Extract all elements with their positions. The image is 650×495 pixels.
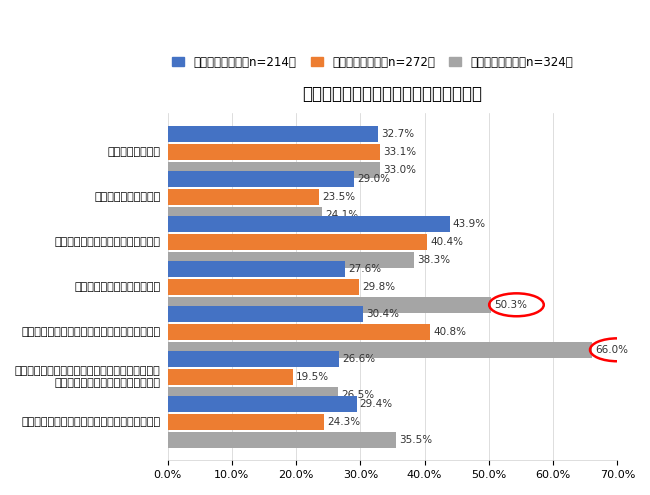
Bar xyxy=(168,432,396,448)
Bar xyxy=(168,189,318,205)
Text: 24.3%: 24.3% xyxy=(327,417,360,427)
Text: 43.9%: 43.9% xyxy=(453,219,486,229)
Bar xyxy=(168,350,339,367)
Title: 図１　学校の授業準備のための家庭学習: 図１ 学校の授業準備のための家庭学習 xyxy=(302,86,482,103)
Bar xyxy=(168,251,413,268)
Text: 29.8%: 29.8% xyxy=(362,282,395,292)
Text: 40.8%: 40.8% xyxy=(433,327,466,337)
Text: 26.6%: 26.6% xyxy=(342,354,375,364)
Bar xyxy=(168,414,324,430)
Text: 38.3%: 38.3% xyxy=(417,255,450,265)
Text: 27.6%: 27.6% xyxy=(348,264,382,274)
Bar xyxy=(168,297,491,313)
Text: 40.4%: 40.4% xyxy=(430,237,463,247)
Text: 32.7%: 32.7% xyxy=(381,129,414,139)
Text: 29.0%: 29.0% xyxy=(358,174,390,184)
Bar xyxy=(168,396,357,412)
Bar xyxy=(168,144,380,160)
Text: 50.3%: 50.3% xyxy=(494,300,527,310)
Bar xyxy=(168,206,322,223)
Legend: 小学１～３年生（n=214）, 小学４～６年生（n=272）, 中学１～３年生（n=324）: 小学１～３年生（n=214）, 小学４～６年生（n=272）, 中学１～３年生（… xyxy=(168,51,578,73)
Text: 66.0%: 66.0% xyxy=(595,345,628,355)
Text: 24.1%: 24.1% xyxy=(326,210,359,220)
Text: 19.5%: 19.5% xyxy=(296,372,330,382)
Bar xyxy=(168,342,592,358)
Bar xyxy=(168,171,354,187)
Bar xyxy=(168,324,430,340)
Bar xyxy=(168,161,380,178)
Bar xyxy=(168,279,359,295)
Text: 23.5%: 23.5% xyxy=(322,192,355,202)
Bar xyxy=(168,216,450,232)
Bar xyxy=(168,260,345,277)
Text: 35.5%: 35.5% xyxy=(399,435,432,445)
Bar xyxy=(168,234,427,250)
Text: 30.4%: 30.4% xyxy=(366,309,399,319)
Bar xyxy=(168,126,378,142)
Text: 26.5%: 26.5% xyxy=(341,390,374,400)
Text: 33.0%: 33.0% xyxy=(383,165,416,175)
Text: 29.4%: 29.4% xyxy=(359,399,393,409)
Bar xyxy=(168,305,363,322)
Bar xyxy=(168,369,293,385)
Bar xyxy=(168,387,338,403)
Text: 33.1%: 33.1% xyxy=(384,147,417,157)
